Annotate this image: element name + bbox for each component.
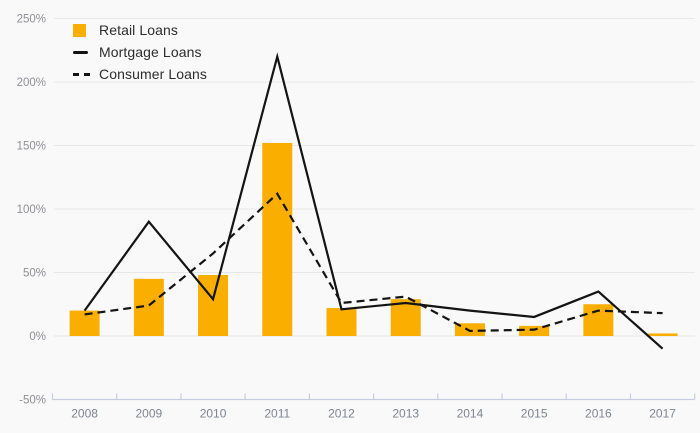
x-tick-label-2017: 2017 [649,407,676,421]
consumer-loans-line[interactable] [84,192,663,333]
bar-2015[interactable] [519,325,550,336]
x-tick-label-2012: 2012 [328,407,355,421]
x-tick-label-2013: 2013 [392,407,419,421]
legend-item-retail-loans[interactable]: Retail Loans [73,22,207,38]
legend-item-consumer-loans[interactable]: Consumer Loans [73,66,207,82]
y-tick-label: 100% [17,204,46,216]
solid-line-icon [73,50,90,54]
legend-label: Mortgage Loans [99,44,202,60]
dashed-line-icon [73,72,90,76]
x-tick-label-2010: 2010 [200,407,227,421]
x-tick-label-2015: 2015 [521,407,548,421]
mortgage-loans-line[interactable] [83,52,664,350]
bar-2014[interactable] [454,323,485,336]
x-tick-label-2008: 2008 [71,407,98,421]
y-tick-label: 200% [17,77,46,89]
x-tick-label-2009: 2009 [135,407,162,421]
bar-2011[interactable] [262,142,293,336]
bar-2016[interactable] [583,304,614,336]
legend-item-mortgage-loans[interactable]: Mortgage Loans [73,44,207,60]
legend-label: Retail Loans [99,22,179,38]
bar-2017[interactable] [647,333,678,336]
y-tick-label: 150% [17,141,46,153]
bar-2008[interactable] [69,310,100,336]
legend: Retail Loans Mortgage Loans Consumer Loa… [73,22,207,82]
bar-square-icon [73,23,90,37]
x-tick-label-2014: 2014 [457,407,484,421]
bar-2010[interactable] [198,275,229,336]
y-tick-label: 0% [29,331,46,343]
bar-2012[interactable] [326,308,357,336]
y-tick-label: 250% [17,14,46,26]
bar-2013[interactable] [390,299,421,336]
y-tick-label: 50% [23,268,46,280]
y-tick-label: -50% [19,395,46,407]
x-tick-label-2011: 2011 [264,407,290,421]
x-tick-label-2016: 2016 [585,407,612,421]
legend-label: Consumer Loans [99,66,208,82]
